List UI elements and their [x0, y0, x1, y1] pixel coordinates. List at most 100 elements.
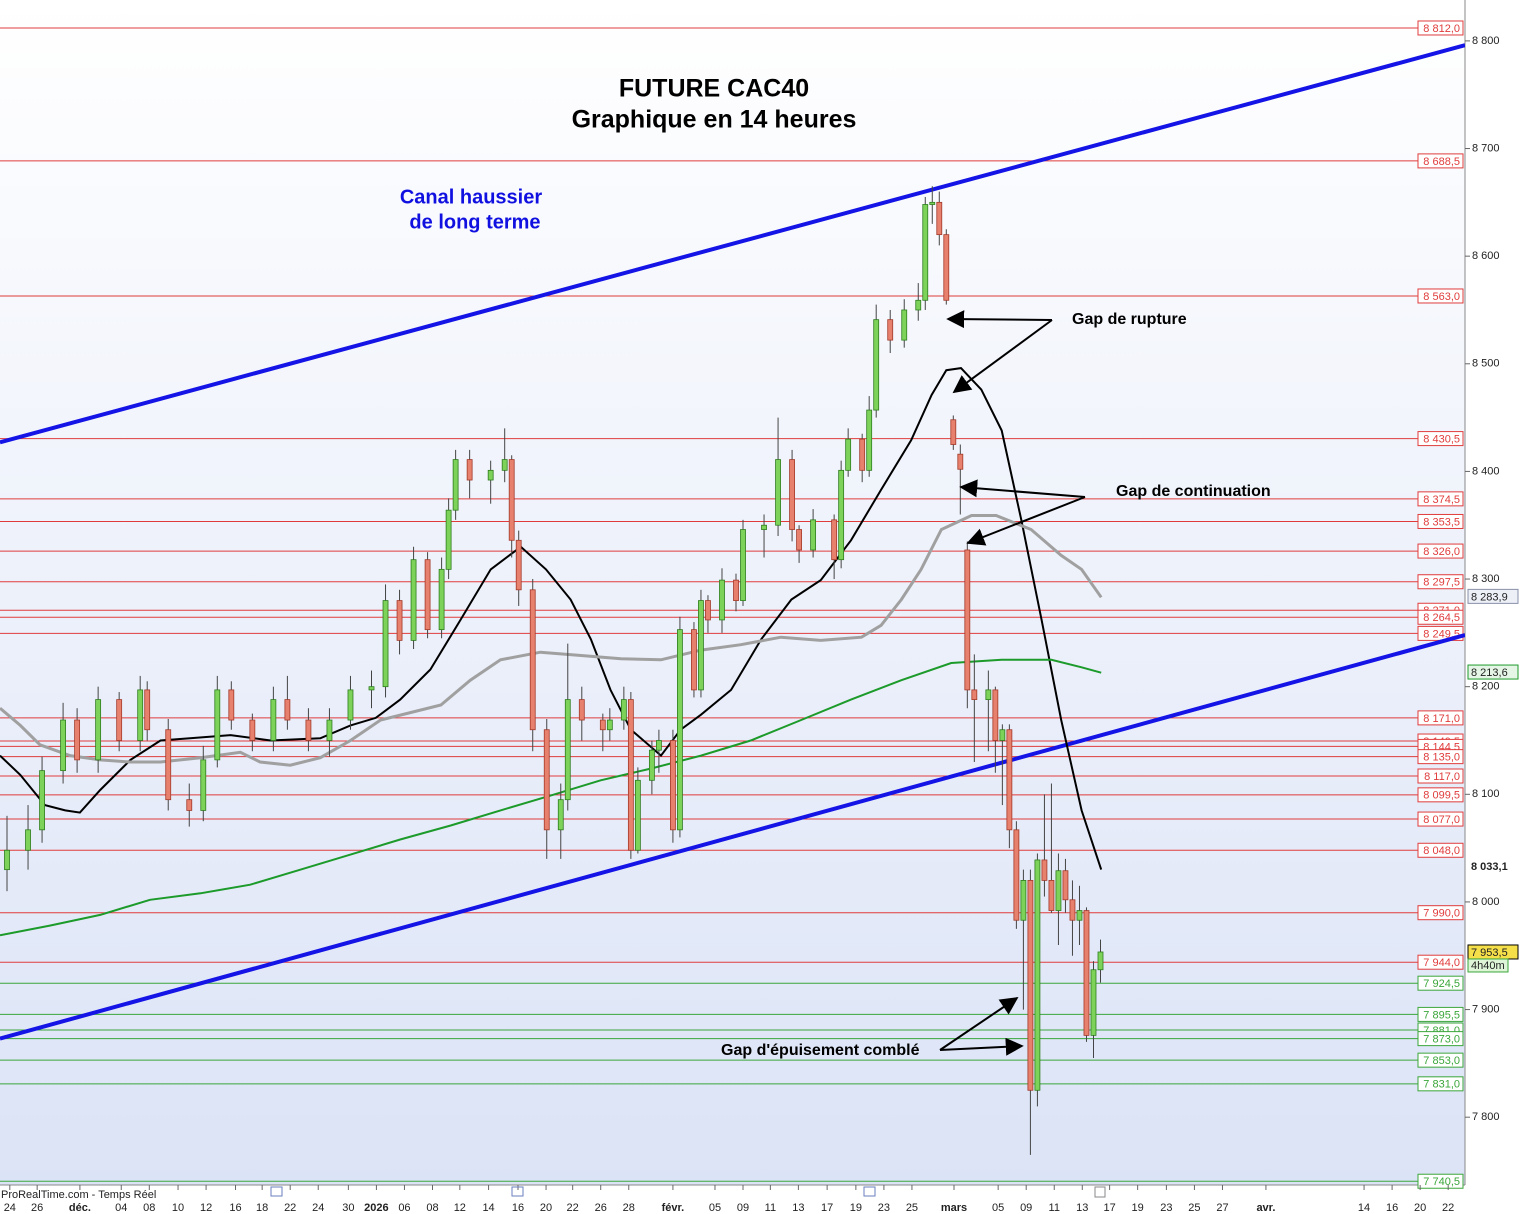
x-tick-label: 17: [1103, 1202, 1115, 1214]
x-tick-label: 25: [1188, 1202, 1200, 1214]
annotation: Gap d'épuisement comblé: [721, 1042, 920, 1059]
candle-body: [452, 459, 459, 511]
x-tick-label: 06: [398, 1202, 410, 1214]
level-label: 8 264,5: [1423, 612, 1460, 624]
icon: [863, 1186, 876, 1197]
y-tick-label: 8 500: [1472, 358, 1500, 370]
x-tick-label: 09: [1020, 1202, 1032, 1214]
candle-body: [74, 719, 81, 761]
candle-body: [438, 568, 445, 631]
candle-body: [543, 729, 550, 831]
x-tick-label: 14: [1358, 1202, 1370, 1214]
candle-body: [1006, 729, 1013, 831]
arrow: [946, 310, 1053, 329]
plot-background: [0, 0, 1465, 1185]
x-tick-label: 19: [850, 1202, 862, 1214]
candle-body: [887, 319, 894, 341]
candle-body: [1090, 969, 1097, 1036]
x-tick-label: 22: [567, 1202, 579, 1214]
level-label: 8 353,5: [1423, 516, 1460, 528]
x-tick-label: 20: [540, 1202, 552, 1214]
level-label: 8 374,5: [1423, 494, 1460, 506]
level-label: 8 812,0: [1423, 23, 1460, 35]
x-tick-label: 13: [1076, 1202, 1088, 1214]
axis-icons: [270, 1186, 1106, 1198]
annotation: Gap de rupture: [1072, 311, 1187, 328]
x-tick-label: 11: [1049, 1202, 1060, 1214]
candle-body: [599, 719, 606, 731]
candle-body: [999, 729, 1006, 741]
candle-body: [515, 539, 522, 591]
candle-body: [466, 459, 473, 481]
last-value-box: [1467, 664, 1519, 680]
candle-body: [705, 600, 711, 621]
level-label: 8 135,0: [1423, 752, 1460, 764]
x-tick-label: 23: [1160, 1202, 1172, 1214]
candle-body: [831, 519, 838, 561]
x-tick-label: 14: [482, 1202, 494, 1214]
candle-body: [116, 699, 123, 741]
x-tick-label: 30: [342, 1202, 354, 1214]
candle-body: [677, 629, 683, 831]
icon: [270, 1186, 283, 1197]
x-tick-label: 16: [229, 1202, 241, 1214]
x-tick-label: avr.: [1256, 1202, 1275, 1214]
x-tick-label: 13: [792, 1202, 804, 1214]
level-label: 8 688,5: [1423, 156, 1460, 168]
timer-label: 4h40m: [1471, 960, 1505, 972]
level-label-box: [1417, 787, 1464, 803]
candle-body: [740, 529, 746, 601]
x-tick-label: 24: [312, 1202, 324, 1214]
candle-body: [95, 699, 102, 761]
candle-body: [810, 519, 817, 551]
level-label-box: [1417, 513, 1464, 529]
last-value-label: 8 213,6: [1471, 667, 1508, 679]
candle-body: [60, 719, 66, 772]
arrow: [959, 479, 1086, 498]
y-tick-label: 8 000: [1472, 896, 1500, 908]
candle-body: [719, 579, 725, 621]
arrows: [939, 310, 1086, 1056]
candle-body: [648, 749, 655, 781]
last-value-box: [1468, 859, 1518, 874]
annotation: Gap de continuation: [1116, 483, 1271, 500]
candle-body: [950, 419, 957, 445]
level-label: 8 430,5: [1423, 433, 1460, 445]
y-tick-label: 8 100: [1472, 788, 1500, 800]
level-label-box: [1417, 20, 1464, 36]
candle-body: [564, 699, 571, 801]
candle-body: [915, 299, 922, 311]
candle-body: [214, 689, 221, 761]
arrow: [939, 996, 1019, 1051]
level-label-box: [1417, 1076, 1464, 1092]
x-tick-label: 2026: [364, 1202, 388, 1214]
candle-body: [410, 559, 417, 641]
level-label: 8 171,0: [1423, 713, 1460, 725]
candle-body: [845, 438, 852, 471]
candle-body: [368, 686, 375, 691]
arrow: [952, 319, 1053, 394]
level-label: 8 077,0: [1423, 814, 1460, 826]
x-tick-label: 16: [512, 1202, 524, 1214]
x-tick-label: mars: [941, 1202, 967, 1214]
x-tick-label: 19: [1132, 1202, 1144, 1214]
moving-average: [0, 658, 1102, 937]
x-tick-label: févr.: [662, 1202, 685, 1214]
candle-body: [284, 699, 291, 721]
candle-body: [859, 438, 866, 471]
level-label-box: [1417, 288, 1464, 304]
candle-body: [936, 201, 943, 236]
candle-body: [1013, 829, 1020, 921]
candle-body: [249, 719, 256, 741]
candle-body: [305, 719, 312, 741]
level-label-box: [1417, 749, 1464, 765]
candle-body: [144, 689, 151, 731]
y-tick-label: 7 900: [1472, 1003, 1500, 1015]
candle-body: [347, 689, 354, 721]
x-tick-label: 22: [1442, 1202, 1454, 1214]
candle-body: [501, 459, 508, 471]
channel-line: [0, 633, 1465, 1041]
candle-body: [992, 689, 999, 741]
candle-body: [1062, 870, 1069, 901]
last-value-box: [1467, 588, 1519, 604]
